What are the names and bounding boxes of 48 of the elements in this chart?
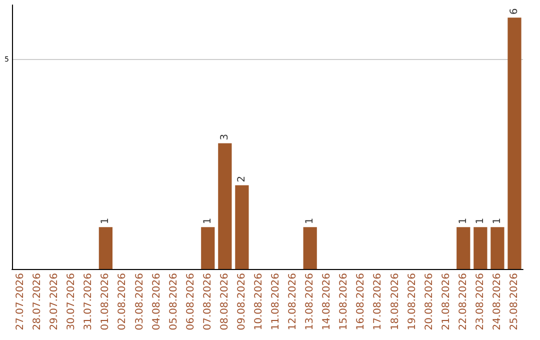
x-tick-label: 27.07.2026 (15, 273, 26, 330)
x-tick-label: 31.07.2026 (83, 273, 94, 330)
data-label: 1 (304, 218, 316, 224)
data-label: 3 (219, 134, 230, 140)
x-tick-label: 28.07.2026 (32, 273, 44, 330)
x-tick-label: 30.07.2026 (66, 273, 78, 330)
bar (490, 227, 504, 269)
x-tick-label: 13.08.2026 (304, 273, 316, 330)
x-tick-label: 23.08.2026 (474, 273, 486, 330)
bar (201, 227, 215, 269)
bar (235, 185, 249, 269)
data-label: 1 (458, 218, 469, 224)
x-tick-label: 05.08.2026 (168, 273, 180, 330)
x-tick-label: 20.08.2026 (424, 273, 435, 330)
x-tick-label: 24.08.2026 (492, 273, 503, 330)
x-tick-label: 09.08.2026 (236, 273, 248, 330)
x-tick-label: 10.08.2026 (253, 273, 264, 330)
x-tick-label: 06.08.2026 (185, 273, 196, 330)
x-tick-label: 19.08.2026 (406, 273, 418, 330)
x-tick-label: 04.08.2026 (151, 273, 162, 330)
data-label: 6 (508, 8, 520, 15)
x-tick-label: 15.08.2026 (338, 273, 350, 330)
x-tick-label: 16.08.2026 (356, 273, 367, 330)
bar (218, 143, 232, 269)
x-tick-label: 11.08.2026 (270, 273, 282, 330)
data-label: 1 (474, 218, 486, 224)
bar (474, 227, 488, 269)
data-label: 1 (202, 218, 214, 224)
x-tick-label: 07.08.2026 (202, 273, 214, 330)
x-tick-label: 18.08.2026 (390, 273, 401, 330)
x-tick-label: 03.08.2026 (134, 273, 146, 330)
x-tick-label: 12.08.2026 (288, 273, 299, 330)
x-tick-label: 22.08.2026 (458, 273, 469, 330)
bar (98, 227, 112, 269)
x-tick-label: 17.08.2026 (372, 273, 384, 330)
x-tick-label: 25.08.2026 (508, 273, 520, 330)
x-tick-label: 01.08.2026 (100, 273, 112, 330)
x-tick-label: 08.08.2026 (219, 273, 230, 330)
x-tick-label: 21.08.2026 (440, 273, 452, 330)
data-label: 1 (492, 218, 503, 224)
x-tick-label: 14.08.2026 (322, 273, 333, 330)
x-tick-label: 02.08.2026 (117, 273, 128, 330)
data-label: 1 (100, 218, 112, 224)
bar (303, 227, 317, 269)
bar (508, 18, 522, 269)
bar (456, 227, 470, 269)
data-label: 2 (236, 176, 248, 182)
x-tick-label: 29.07.2026 (49, 273, 60, 330)
